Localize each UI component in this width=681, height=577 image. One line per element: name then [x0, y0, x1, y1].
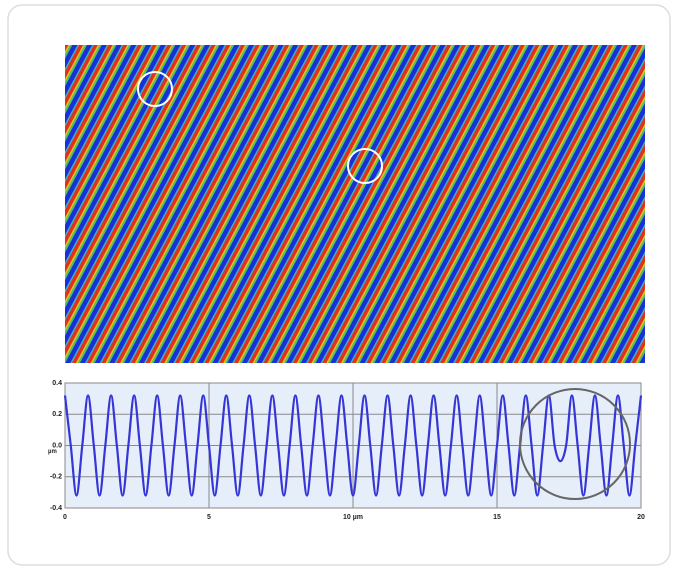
x-tick-label: 5 — [207, 514, 211, 521]
x-tick-label: 15 — [493, 514, 501, 521]
y-tick-label: -0.2 — [50, 474, 62, 481]
y-tick-label: 0.2 — [52, 411, 62, 418]
stripe-image — [65, 45, 645, 363]
y-axis-label: µm — [48, 449, 57, 455]
figure: 0.40.20.0-0.2-0.4µm0510 µm1520 — [0, 0, 681, 572]
y-tick-label: -0.4 — [50, 505, 62, 512]
x-tick-label: 20 — [637, 514, 645, 521]
y-tick-label: 0.4 — [52, 380, 62, 387]
x-tick-label: 10 µm — [343, 514, 363, 521]
x-tick-label: 0 — [63, 514, 67, 521]
